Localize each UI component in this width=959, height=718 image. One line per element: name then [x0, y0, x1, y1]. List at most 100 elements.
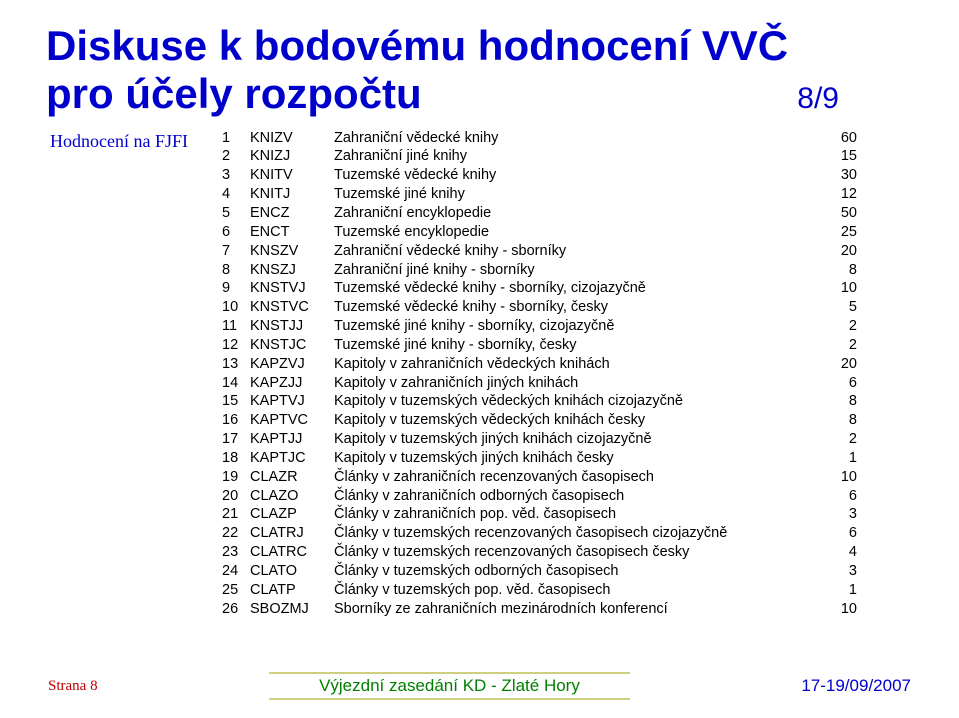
row-code: CLATO	[248, 562, 332, 581]
row-description: Tuzemské vědecké knihy - sborníky, cizoj…	[332, 279, 819, 298]
row-value: 3	[819, 505, 859, 524]
table-row: 5ENCZZahraniční encyklopedie50	[220, 204, 859, 223]
row-value: 2	[819, 336, 859, 355]
row-number: 11	[220, 317, 248, 336]
row-code: KNSTJC	[248, 336, 332, 355]
row-description: Tuzemské jiné knihy - sborníky, cizojazy…	[332, 317, 819, 336]
table-row: 14KAPZJJKapitoly v zahraničních jiných k…	[220, 374, 859, 393]
row-number: 10	[220, 298, 248, 317]
row-description: Kapitoly v tuzemských jiných knihách čes…	[332, 449, 819, 468]
row-description: Články v zahraničních odborných časopise…	[332, 487, 819, 506]
footer-date: 17-19/09/2007	[801, 676, 911, 696]
row-code: KNSTVJ	[248, 279, 332, 298]
row-value: 3	[819, 562, 859, 581]
row-description: Tuzemské jiné knihy	[332, 185, 819, 204]
row-code: KNSZJ	[248, 261, 332, 280]
row-code: CLAZR	[248, 468, 332, 487]
footer: Strana 8 Výjezdní zasedání KD - Zlaté Ho…	[0, 672, 959, 700]
row-description: Články v tuzemských odborných časopisech	[332, 562, 819, 581]
table-row: 7KNSZVZahraniční vědecké knihy - sborník…	[220, 242, 859, 261]
row-code: KNIZJ	[248, 147, 332, 166]
table-row: 8KNSZJZahraniční jiné knihy - sborníky8	[220, 261, 859, 280]
row-value: 10	[819, 600, 859, 619]
table-row: 20CLAZOČlánky v zahraničních odborných č…	[220, 487, 859, 506]
row-value: 50	[819, 204, 859, 223]
row-number: 16	[220, 411, 248, 430]
row-value: 30	[819, 166, 859, 185]
row-description: Zahraniční vědecké knihy	[332, 129, 819, 148]
row-value: 15	[819, 147, 859, 166]
row-value: 8	[819, 411, 859, 430]
title-line-1: Diskuse k bodovému hodnocení VVČ	[46, 22, 919, 70]
table-row: 6ENCTTuzemské encyklopedie25	[220, 223, 859, 242]
row-description: Tuzemské vědecké knihy - sborníky, česky	[332, 298, 819, 317]
row-value: 6	[819, 374, 859, 393]
row-description: Články v tuzemských recenzovaných časopi…	[332, 543, 819, 562]
row-code: KNSZV	[248, 242, 332, 261]
row-code: KNSTVC	[248, 298, 332, 317]
row-number: 14	[220, 374, 248, 393]
row-number: 24	[220, 562, 248, 581]
row-value: 5	[819, 298, 859, 317]
row-code: KAPTVJ	[248, 392, 332, 411]
row-number: 8	[220, 261, 248, 280]
table-row: 19CLAZRČlánky v zahraničních recenzovaný…	[220, 468, 859, 487]
row-value: 8	[819, 392, 859, 411]
row-value: 12	[819, 185, 859, 204]
row-description: Sborníky ze zahraničních mezinárodních k…	[332, 600, 819, 619]
row-number: 22	[220, 524, 248, 543]
row-description: Tuzemské encyklopedie	[332, 223, 819, 242]
row-description: Zahraniční jiné knihy - sborníky	[332, 261, 819, 280]
row-description: Články v zahraničních recenzovaných časo…	[332, 468, 819, 487]
table-row: 15KAPTVJKapitoly v tuzemských vědeckých …	[220, 392, 859, 411]
row-value: 20	[819, 242, 859, 261]
row-code: KAPZJJ	[248, 374, 332, 393]
row-number: 20	[220, 487, 248, 506]
row-description: Kapitoly v tuzemských vědeckých knihách …	[332, 411, 819, 430]
row-code: CLATRC	[248, 543, 332, 562]
table-row: 9KNSTVJTuzemské vědecké knihy - sborníky…	[220, 279, 859, 298]
row-number: 15	[220, 392, 248, 411]
row-value: 1	[819, 581, 859, 600]
table-row: 24CLATOČlánky v tuzemských odborných čas…	[220, 562, 859, 581]
row-value: 25	[819, 223, 859, 242]
row-code: ENCZ	[248, 204, 332, 223]
row-description: Tuzemské vědecké knihy	[332, 166, 819, 185]
row-description: Kapitoly v zahraničních jiných knihách	[332, 374, 819, 393]
slide-title: Diskuse k bodovému hodnocení VVČ pro úče…	[46, 22, 919, 119]
row-code: CLAZP	[248, 505, 332, 524]
row-value: 4	[819, 543, 859, 562]
row-description: Články v tuzemských recenzovaných časopi…	[332, 524, 819, 543]
row-value: 1	[819, 449, 859, 468]
row-description: Kapitoly v tuzemských jiných knihách ciz…	[332, 430, 819, 449]
table-row: 11KNSTJJTuzemské jiné knihy - sborníky, …	[220, 317, 859, 336]
row-value: 2	[819, 430, 859, 449]
row-value: 6	[819, 487, 859, 506]
row-description: Zahraniční vědecké knihy - sborníky	[332, 242, 819, 261]
row-code: CLATP	[248, 581, 332, 600]
page-indicator: 8/9	[797, 82, 839, 117]
row-value: 10	[819, 279, 859, 298]
row-number: 13	[220, 355, 248, 374]
row-number: 9	[220, 279, 248, 298]
row-description: Zahraniční encyklopedie	[332, 204, 819, 223]
row-code: KNITJ	[248, 185, 332, 204]
row-code: ENCT	[248, 223, 332, 242]
row-number: 19	[220, 468, 248, 487]
row-number: 6	[220, 223, 248, 242]
table-row: 12KNSTJCTuzemské jiné knihy - sborníky, …	[220, 336, 859, 355]
row-description: Zahraniční jiné knihy	[332, 147, 819, 166]
table-row: 1KNIZVZahraniční vědecké knihy60	[220, 129, 859, 148]
table-row: 4KNITJTuzemské jiné knihy12	[220, 185, 859, 204]
row-number: 2	[220, 147, 248, 166]
row-number: 4	[220, 185, 248, 204]
row-value: 8	[819, 261, 859, 280]
row-number: 1	[220, 129, 248, 148]
table-row: 25CLATPČlánky v tuzemských pop. věd. čas…	[220, 581, 859, 600]
row-code: KAPTJJ	[248, 430, 332, 449]
row-number: 7	[220, 242, 248, 261]
row-value: 20	[819, 355, 859, 374]
title-line-2: pro účely rozpočtu	[46, 70, 422, 118]
subtitle: Hodnocení na FJFI	[50, 131, 210, 619]
row-number: 25	[220, 581, 248, 600]
